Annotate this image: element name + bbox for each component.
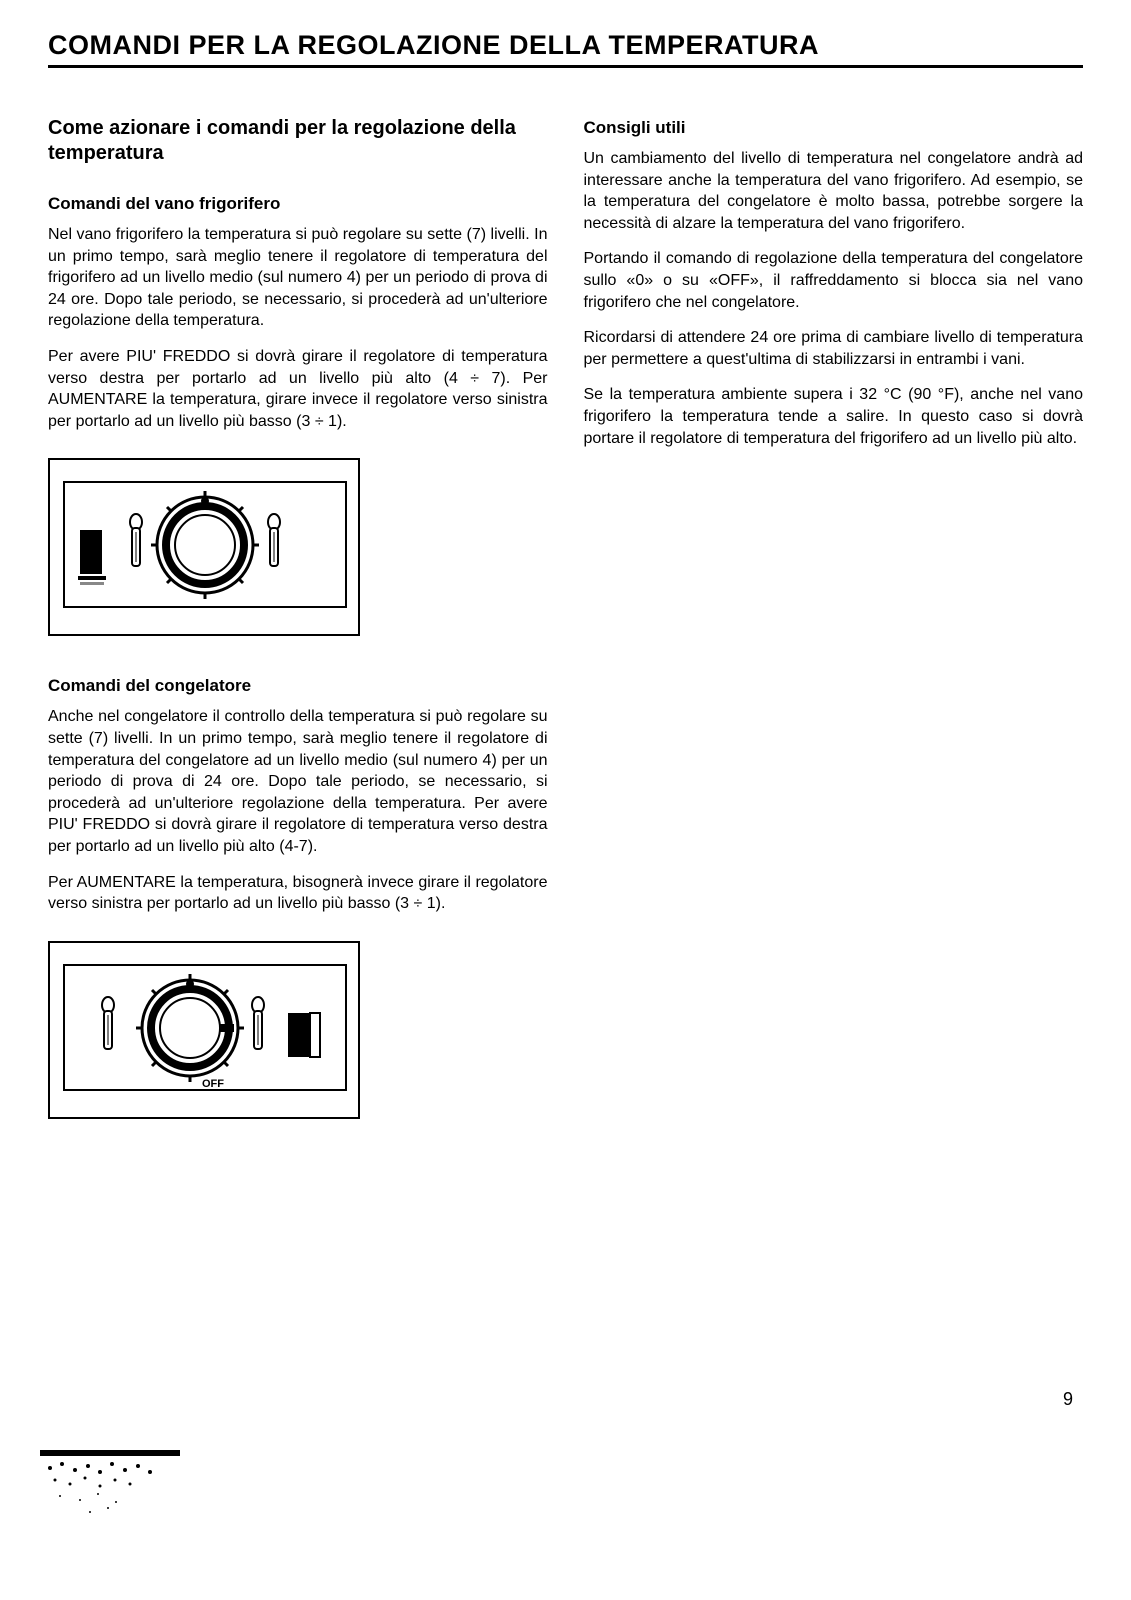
paragraph-freezer-adjust: Per AUMENTARE la temperatura, bisognerà … xyxy=(48,872,548,915)
page: COMANDI PER LA REGOLAZIONE DELLA TEMPERA… xyxy=(0,0,1131,1159)
paragraph-freezer-intro: Anche nel congelatore il controllo della… xyxy=(48,706,548,857)
subheading-tips: Consigli utili xyxy=(584,118,1084,138)
page-number: 9 xyxy=(1063,1389,1073,1410)
subheading-freezer-controls: Comandi del congelatore xyxy=(48,676,548,696)
figure-fridge-dial xyxy=(48,458,360,636)
left-column: Come azionare i comandi per la regolazio… xyxy=(48,116,548,1159)
off-label: OFF xyxy=(202,1078,224,1090)
subheading-fridge-controls: Comandi del vano frigorifero xyxy=(48,194,548,214)
right-column: Consigli utili Un cambiamento del livell… xyxy=(584,116,1084,1159)
section-title-howto: Come azionare i comandi per la regolazio… xyxy=(48,116,548,166)
paragraph-tips-4: Se la temperatura ambiente supera i 32 °… xyxy=(584,384,1084,449)
two-column-layout: Come azionare i comandi per la regolazio… xyxy=(48,116,1083,1159)
freezer-dial-svg: OFF xyxy=(50,943,360,1118)
paragraph-tips-2: Portando il comando di regolazione della… xyxy=(584,248,1084,313)
paragraph-fridge-adjust: Per avere PIU' FREDDO si dovrà girare il… xyxy=(48,346,548,432)
paragraph-fridge-intro: Nel vano frigorifero la temperatura si p… xyxy=(48,224,548,332)
fridge-dial-svg xyxy=(50,460,360,635)
paragraph-tips-3: Ricordarsi di attendere 24 ore prima di … xyxy=(584,327,1084,370)
paragraph-tips-1: Un cambiamento del livello di temperatur… xyxy=(584,148,1084,234)
main-title: COMANDI PER LA REGOLAZIONE DELLA TEMPERA… xyxy=(48,30,1083,68)
figure-freezer-dial: OFF xyxy=(48,941,360,1119)
scan-artifact xyxy=(40,1450,220,1540)
